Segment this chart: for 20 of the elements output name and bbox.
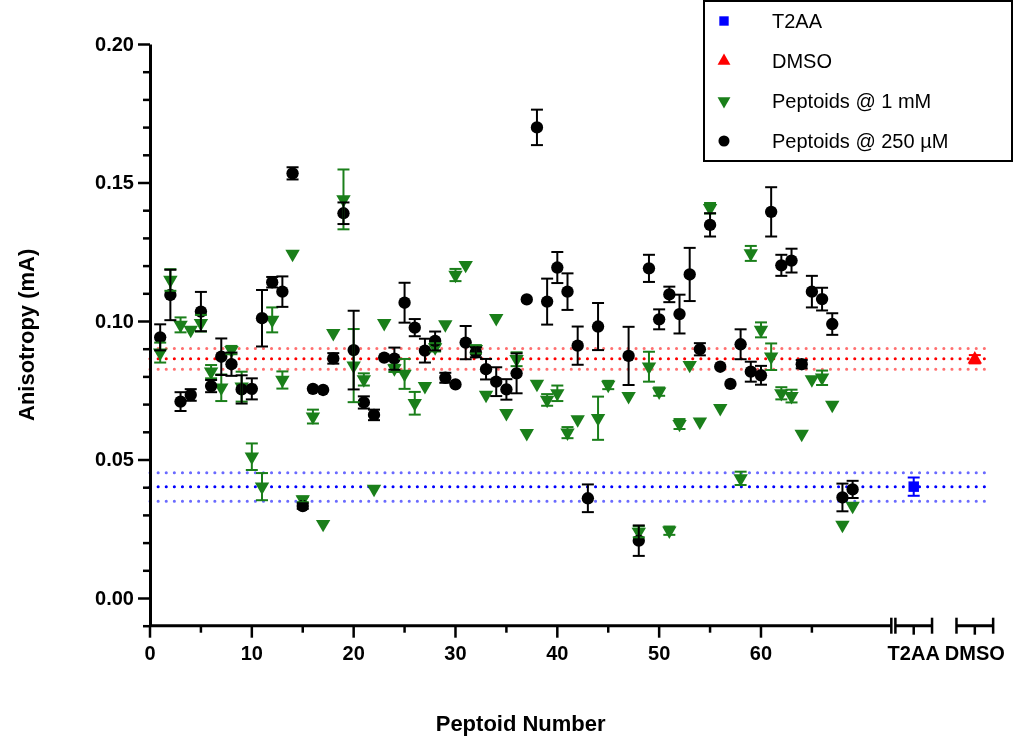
x-tick-label: 0 xyxy=(144,641,156,664)
x-tick-label: 40 xyxy=(546,641,569,664)
y-tick-label: 0.05 xyxy=(95,448,134,471)
x-axis-title: Peptoid Number xyxy=(435,711,607,736)
y-tick-label: 0.10 xyxy=(95,309,134,332)
x-tick-label: 60 xyxy=(749,641,773,664)
legend-label: DMSO xyxy=(772,50,832,72)
legend-label: Peptoids @ 250 µM xyxy=(772,130,949,152)
x-tick-label: 10 xyxy=(240,641,263,664)
x-tick-label: 50 xyxy=(648,641,671,664)
y-tick-label: 0.00 xyxy=(95,586,134,609)
y-tick-label: 0.15 xyxy=(95,171,134,194)
legend-label: Peptoids @ 1 mM xyxy=(772,90,932,112)
y-tick-label: 0.20 xyxy=(95,32,134,55)
legend-label: T2AA xyxy=(772,10,823,32)
y-axis-title: Anisotropy (mA) xyxy=(14,248,39,422)
x-tick-label: 30 xyxy=(444,641,467,664)
x-tick-label: T2AA xyxy=(887,641,940,664)
x-tick-label: DMSO xyxy=(944,641,1005,664)
x-tick-label: 20 xyxy=(342,641,365,664)
